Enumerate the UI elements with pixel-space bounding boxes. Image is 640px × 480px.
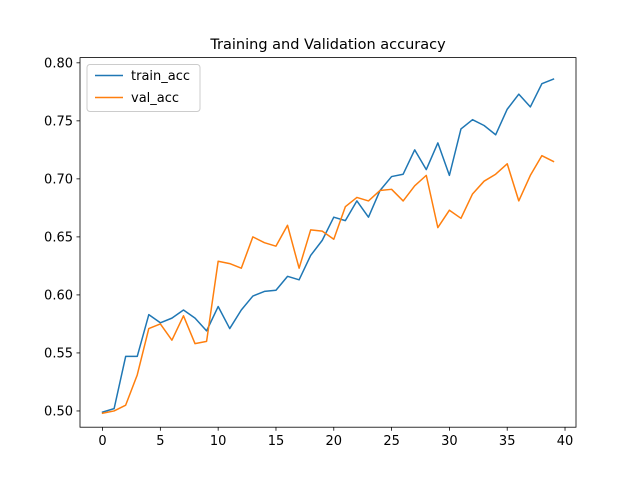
series-layer (101, 78, 555, 415)
y-tick-label: 0.50 (44, 404, 73, 419)
x-tick-label: 20 (326, 434, 343, 449)
y-tick-label: 0.65 (44, 230, 73, 245)
x-tick-label: 10 (210, 434, 227, 449)
y-axis: 0.50 0.55 0.60 0.65 0.70 0.75 0.80 (44, 56, 80, 419)
legend: train_acc val_acc (86, 64, 201, 112)
x-axis: 0 5 10 15 20 25 30 35 40 (98, 427, 573, 449)
y-tick-label: 0.60 (44, 288, 73, 303)
plot-frame (79, 57, 577, 428)
x-tick-label: 5 (156, 434, 164, 449)
y-tick-label: 0.55 (44, 346, 73, 361)
legend-label-val_acc: val_acc (131, 91, 179, 106)
x-tick-label: 25 (383, 434, 400, 449)
series-line-train_acc (101, 78, 555, 414)
series-line-val_acc (101, 154, 555, 415)
y-tick-label: 0.70 (44, 172, 73, 187)
y-tick-label: 0.75 (44, 114, 73, 129)
x-tick-label: 30 (441, 434, 458, 449)
y-tick-label: 0.80 (44, 56, 73, 71)
legend-label-train_acc: train_acc (131, 69, 190, 84)
x-tick-label: 15 (268, 434, 285, 449)
x-tick-label: 0 (98, 434, 106, 449)
chart-title: Training and Validation accuracy (209, 37, 446, 53)
x-tick-label: 35 (499, 434, 516, 449)
x-tick-label: 40 (557, 434, 574, 449)
